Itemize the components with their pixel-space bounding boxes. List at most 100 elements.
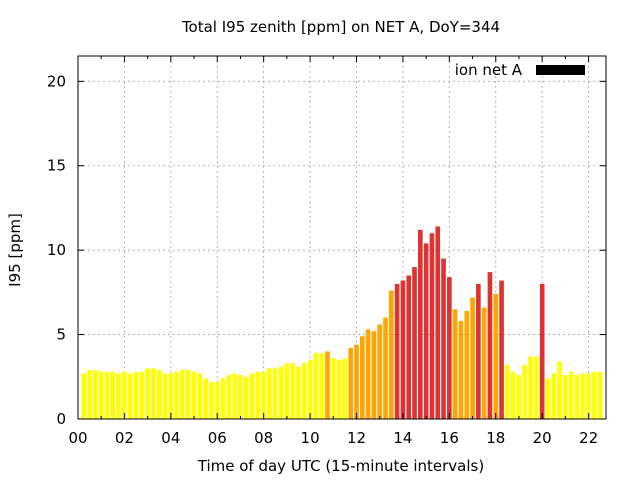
bar bbox=[563, 375, 568, 419]
bar bbox=[510, 371, 516, 419]
bar bbox=[586, 373, 591, 419]
bar bbox=[110, 371, 116, 419]
bar bbox=[197, 373, 203, 419]
bar bbox=[359, 336, 365, 419]
bar bbox=[296, 366, 301, 419]
legend-swatch bbox=[536, 65, 585, 75]
grid bbox=[78, 56, 606, 419]
bar bbox=[156, 370, 162, 419]
bar bbox=[116, 373, 121, 419]
bar bbox=[574, 375, 580, 419]
bar bbox=[243, 376, 249, 419]
tick-labels: 00 02 04 06 08 10 12 14 16 18 20 22 0 5 10 15 20 bbox=[47, 72, 598, 447]
legend-label: ion net A bbox=[455, 61, 523, 79]
x-tick-label: 06 bbox=[208, 429, 227, 447]
y-tick-label: 20 bbox=[47, 72, 66, 90]
bar bbox=[597, 371, 603, 419]
bar bbox=[539, 283, 545, 419]
x-tick-label: 04 bbox=[161, 429, 180, 447]
bar bbox=[284, 363, 290, 419]
bar bbox=[87, 370, 92, 419]
bar bbox=[383, 317, 388, 419]
bar bbox=[261, 371, 266, 419]
bar bbox=[278, 366, 284, 419]
bar bbox=[168, 373, 174, 419]
bar bbox=[307, 359, 313, 419]
bar bbox=[371, 331, 377, 419]
x-tick-label: 20 bbox=[533, 429, 552, 447]
x-tick-label: 12 bbox=[347, 429, 366, 447]
bar bbox=[325, 351, 330, 419]
x-tick-label: 10 bbox=[301, 429, 320, 447]
bar bbox=[487, 272, 493, 419]
axis-ticks bbox=[77, 56, 606, 420]
y-tick-label: 15 bbox=[47, 157, 66, 175]
bar bbox=[98, 371, 104, 419]
bar bbox=[214, 381, 220, 419]
bar bbox=[81, 373, 87, 419]
bar bbox=[272, 368, 278, 419]
bar bbox=[238, 375, 243, 419]
bar bbox=[209, 381, 214, 419]
bar bbox=[145, 368, 150, 419]
bar bbox=[429, 233, 435, 419]
bar bbox=[458, 321, 464, 419]
bar bbox=[232, 373, 237, 419]
x-tick-label: 22 bbox=[579, 429, 598, 447]
bar bbox=[377, 324, 383, 419]
bar bbox=[545, 378, 551, 419]
bar bbox=[423, 243, 429, 419]
bar bbox=[481, 307, 487, 419]
bar bbox=[551, 373, 557, 419]
y-tick-label: 10 bbox=[47, 241, 66, 259]
bar bbox=[464, 310, 470, 419]
bar bbox=[104, 371, 110, 419]
plot-frame bbox=[77, 55, 607, 420]
bar bbox=[406, 275, 412, 419]
bar bbox=[528, 356, 533, 419]
bar bbox=[330, 358, 336, 419]
x-tick-label: 08 bbox=[254, 429, 273, 447]
bar bbox=[452, 309, 458, 419]
bar bbox=[249, 373, 255, 419]
bar bbox=[313, 353, 319, 419]
bar bbox=[319, 353, 325, 419]
bar bbox=[301, 363, 307, 419]
bar bbox=[568, 371, 574, 419]
bar bbox=[557, 361, 562, 419]
y-axis-label: I95 [ppm] bbox=[6, 213, 24, 287]
bar bbox=[174, 371, 179, 419]
bar bbox=[493, 294, 499, 419]
bar bbox=[185, 370, 191, 419]
bar bbox=[592, 371, 597, 419]
bar bbox=[127, 373, 133, 419]
bar bbox=[191, 371, 197, 419]
bar bbox=[336, 359, 342, 419]
bar bbox=[441, 258, 446, 419]
bar bbox=[93, 370, 98, 419]
y-tick-label: 0 bbox=[56, 410, 66, 428]
x-tick-label: 16 bbox=[440, 429, 459, 447]
bar bbox=[447, 277, 452, 419]
x-tick-label: 02 bbox=[115, 429, 134, 447]
bar bbox=[412, 267, 417, 419]
bar bbox=[151, 368, 156, 419]
chart-title: Total I95 zenith [ppm] on NET A, DoY=344 bbox=[181, 18, 500, 36]
bar bbox=[267, 368, 272, 419]
bar bbox=[499, 280, 504, 419]
bar bbox=[348, 348, 354, 419]
bar bbox=[534, 356, 539, 419]
x-axis-label: Time of day UTC (15-minute intervals) bbox=[197, 457, 484, 475]
bars bbox=[81, 226, 603, 419]
bar bbox=[418, 229, 423, 419]
bar bbox=[354, 344, 359, 419]
legend: ion net A bbox=[455, 61, 585, 79]
bar bbox=[290, 363, 296, 419]
bar bbox=[505, 364, 510, 419]
x-tick-label: 14 bbox=[393, 429, 412, 447]
x-tick-label: 18 bbox=[486, 429, 505, 447]
bar bbox=[203, 378, 208, 419]
bar bbox=[226, 375, 232, 419]
bar bbox=[516, 375, 522, 419]
bar bbox=[476, 283, 481, 419]
